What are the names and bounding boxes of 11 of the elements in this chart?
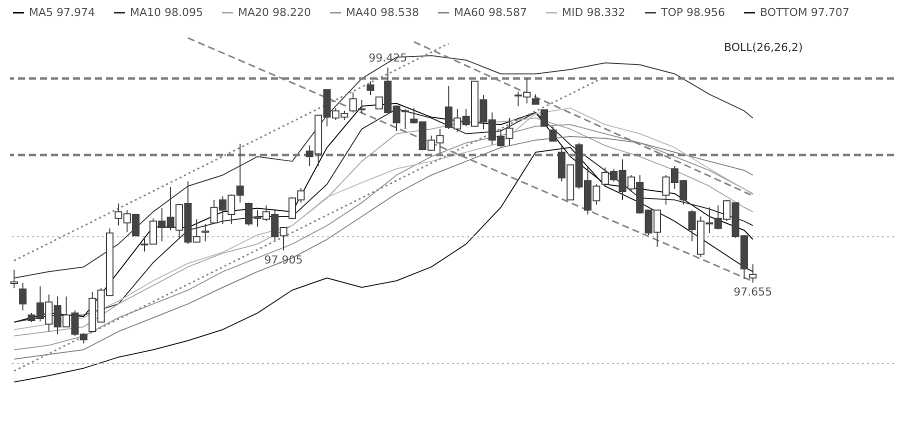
legend-label: MA10 98.095 bbox=[130, 6, 203, 19]
legend-label: MA60 98.587 bbox=[454, 6, 527, 19]
legend-label: TOP 98.956 bbox=[660, 6, 725, 19]
legend-label: MID 98.332 bbox=[562, 6, 626, 19]
annotation: 97.655 bbox=[734, 286, 772, 299]
text: BOLL(26,26,2) bbox=[724, 41, 803, 54]
legend-label: MA5 97.974 bbox=[29, 6, 95, 19]
annotation: 99.425 bbox=[368, 52, 408, 65]
legend-label: MA20 98.220 bbox=[238, 6, 311, 19]
legend-label: BOTTOM 97.707 bbox=[760, 6, 850, 19]
legend-label: MA40 98.538 bbox=[346, 6, 419, 19]
